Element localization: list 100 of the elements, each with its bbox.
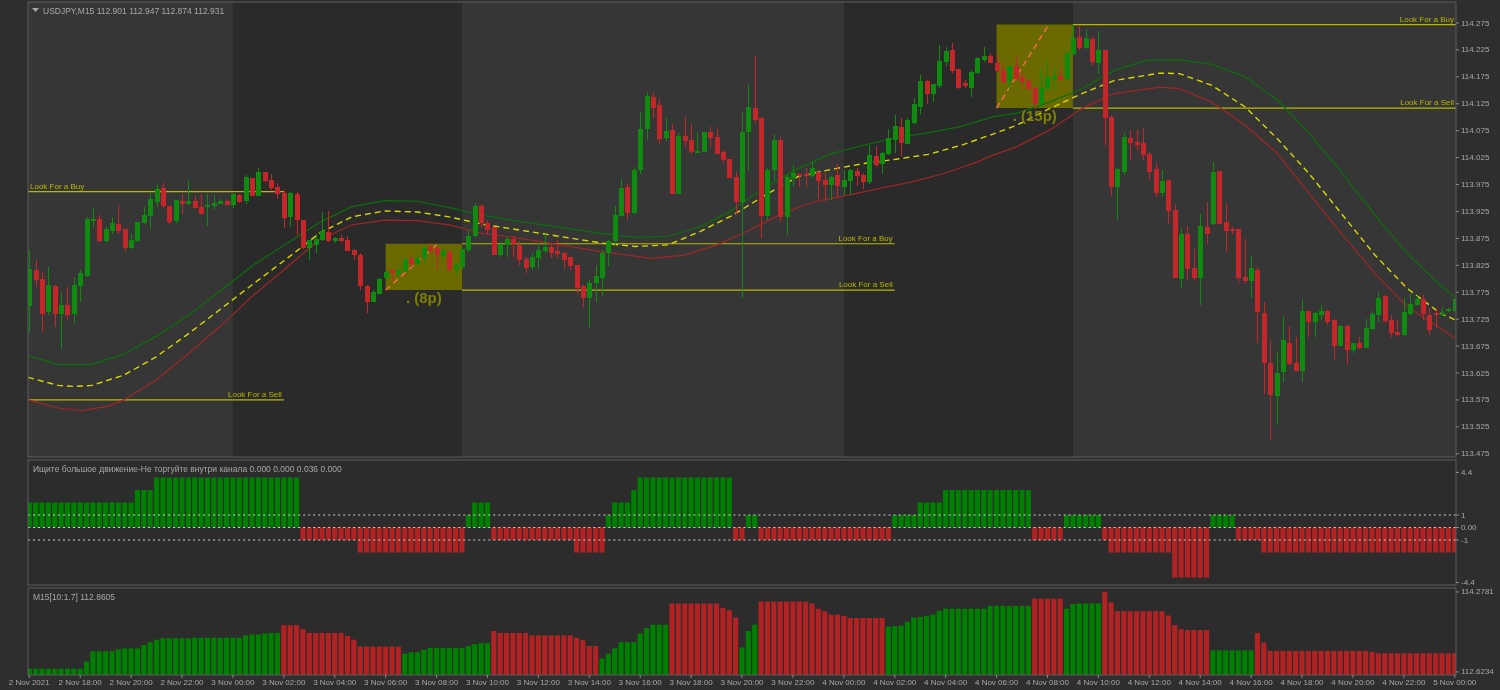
candlestick bbox=[333, 236, 338, 244]
y-tick-label: 113.675 bbox=[1461, 341, 1490, 351]
candlestick bbox=[1294, 336, 1299, 372]
candlestick bbox=[307, 239, 312, 261]
y-tick-label: 113.575 bbox=[1461, 395, 1490, 405]
candlestick bbox=[1166, 179, 1171, 225]
candlestick bbox=[1306, 310, 1311, 338]
x-tick-label: 3 Nov 16:00 bbox=[618, 678, 663, 687]
candlestick bbox=[1357, 336, 1362, 350]
x-tick-label: 2 Nov 20:00 bbox=[109, 678, 154, 687]
x-tick-label: 4 Nov 08:00 bbox=[1025, 678, 1070, 687]
x-tick-label: 2 Nov 22:00 bbox=[160, 678, 205, 687]
candlestick bbox=[963, 79, 968, 89]
candlestick bbox=[97, 214, 102, 243]
candlestick bbox=[511, 235, 516, 258]
y-tick-label: 113.775 bbox=[1461, 287, 1490, 297]
candlestick bbox=[1007, 65, 1012, 91]
series-label: Look For a Buy bbox=[1399, 14, 1454, 24]
candlestick bbox=[804, 167, 809, 188]
candlestick bbox=[123, 228, 128, 252]
candlestick bbox=[708, 126, 713, 148]
y-tick-label: 114.075 bbox=[1461, 126, 1490, 136]
candlestick bbox=[734, 171, 739, 215]
candlestick bbox=[1185, 225, 1190, 281]
candlestick bbox=[772, 133, 777, 181]
y-tick-label: 113.725 bbox=[1461, 314, 1490, 324]
candlestick bbox=[256, 167, 261, 197]
candlestick bbox=[1249, 255, 1254, 299]
x-tick-label: 3 Nov 04:00 bbox=[313, 678, 357, 687]
candlestick bbox=[435, 246, 440, 271]
series-label: Look For a Buy bbox=[838, 233, 893, 243]
x-tick-label: 3 Nov 08:00 bbox=[414, 678, 459, 687]
x-tick-label: 3 Nov 14:00 bbox=[567, 678, 612, 687]
candlestick bbox=[53, 284, 58, 328]
candlestick bbox=[664, 117, 669, 142]
y-tick-label: 4.4 bbox=[1461, 468, 1473, 477]
y-tick-label: 112.6234 bbox=[1461, 667, 1495, 677]
candlestick bbox=[46, 266, 51, 316]
y-tick-label: 113.825 bbox=[1461, 260, 1490, 270]
candlestick bbox=[396, 266, 401, 281]
candlestick bbox=[1128, 129, 1133, 161]
x-tick-label: 3 Nov 18:00 bbox=[669, 678, 714, 687]
text: M15[10:1.7] 112.8605 bbox=[33, 592, 116, 602]
candlestick bbox=[695, 132, 700, 153]
candlestick bbox=[1300, 298, 1305, 383]
candlestick bbox=[244, 174, 249, 205]
candlestick bbox=[867, 144, 872, 185]
candlestick bbox=[231, 192, 236, 209]
x-tick-label: 4 Nov 02:00 bbox=[873, 678, 917, 687]
bar bbox=[1210, 515, 1216, 528]
y-tick-label: 0.00 bbox=[1461, 523, 1478, 532]
candlestick bbox=[205, 193, 210, 227]
candlestick bbox=[899, 117, 904, 157]
x-tick-label: 4 Nov 20:00 bbox=[1331, 678, 1376, 687]
candlestick bbox=[1084, 28, 1089, 50]
candlestick bbox=[925, 79, 930, 105]
y-tick-label: -1 bbox=[1461, 535, 1469, 545]
y-tick-label: 114.025 bbox=[1461, 153, 1490, 163]
candlestick bbox=[982, 46, 987, 63]
candlestick bbox=[797, 173, 802, 188]
candlestick bbox=[116, 204, 121, 235]
candlestick bbox=[1345, 324, 1350, 365]
x-tick-label: 4 Nov 10:00 bbox=[1076, 678, 1121, 687]
candlestick bbox=[1096, 30, 1101, 75]
candlestick bbox=[422, 245, 427, 264]
x-tick-label: 3 Nov 10:00 bbox=[465, 678, 510, 687]
candlestick bbox=[326, 210, 331, 243]
x-tick-label: 3 Nov 06:00 bbox=[364, 678, 408, 687]
x-tick-label: 4 Nov 12:00 bbox=[1127, 678, 1172, 687]
candlestick bbox=[905, 117, 910, 145]
candlestick bbox=[1052, 66, 1057, 91]
y-tick-label: 113.625 bbox=[1461, 368, 1490, 378]
candlestick bbox=[893, 114, 898, 154]
candlestick bbox=[823, 172, 828, 202]
candlestick bbox=[65, 286, 70, 321]
candlestick bbox=[1275, 352, 1280, 426]
x-tick-label: 4 Nov 16:00 bbox=[1229, 678, 1274, 687]
candlestick bbox=[415, 254, 420, 266]
bar bbox=[726, 477, 732, 528]
candlestick bbox=[543, 233, 548, 254]
candlestick bbox=[59, 292, 64, 350]
candlestick bbox=[1077, 25, 1082, 51]
candlestick bbox=[161, 182, 166, 209]
candlestick bbox=[810, 161, 815, 179]
x-tick-label: 3 Nov 12:00 bbox=[516, 678, 561, 687]
candlestick bbox=[1179, 228, 1184, 289]
y-tick-label: 114.125 bbox=[1461, 99, 1490, 109]
candlestick bbox=[441, 247, 446, 260]
candlestick bbox=[670, 123, 675, 195]
candlestick bbox=[180, 193, 185, 215]
candlestick bbox=[1058, 68, 1063, 81]
x-tick-label: 4 Nov 00:00 bbox=[822, 678, 866, 687]
candlestick bbox=[1243, 238, 1248, 284]
candlestick bbox=[155, 182, 160, 208]
candlestick bbox=[524, 256, 529, 274]
candlestick bbox=[1115, 167, 1120, 221]
candlestick bbox=[765, 167, 770, 221]
candlestick bbox=[492, 226, 497, 256]
x-tick-label: 3 Nov 00:00 bbox=[211, 678, 256, 687]
candlestick bbox=[1122, 132, 1127, 176]
